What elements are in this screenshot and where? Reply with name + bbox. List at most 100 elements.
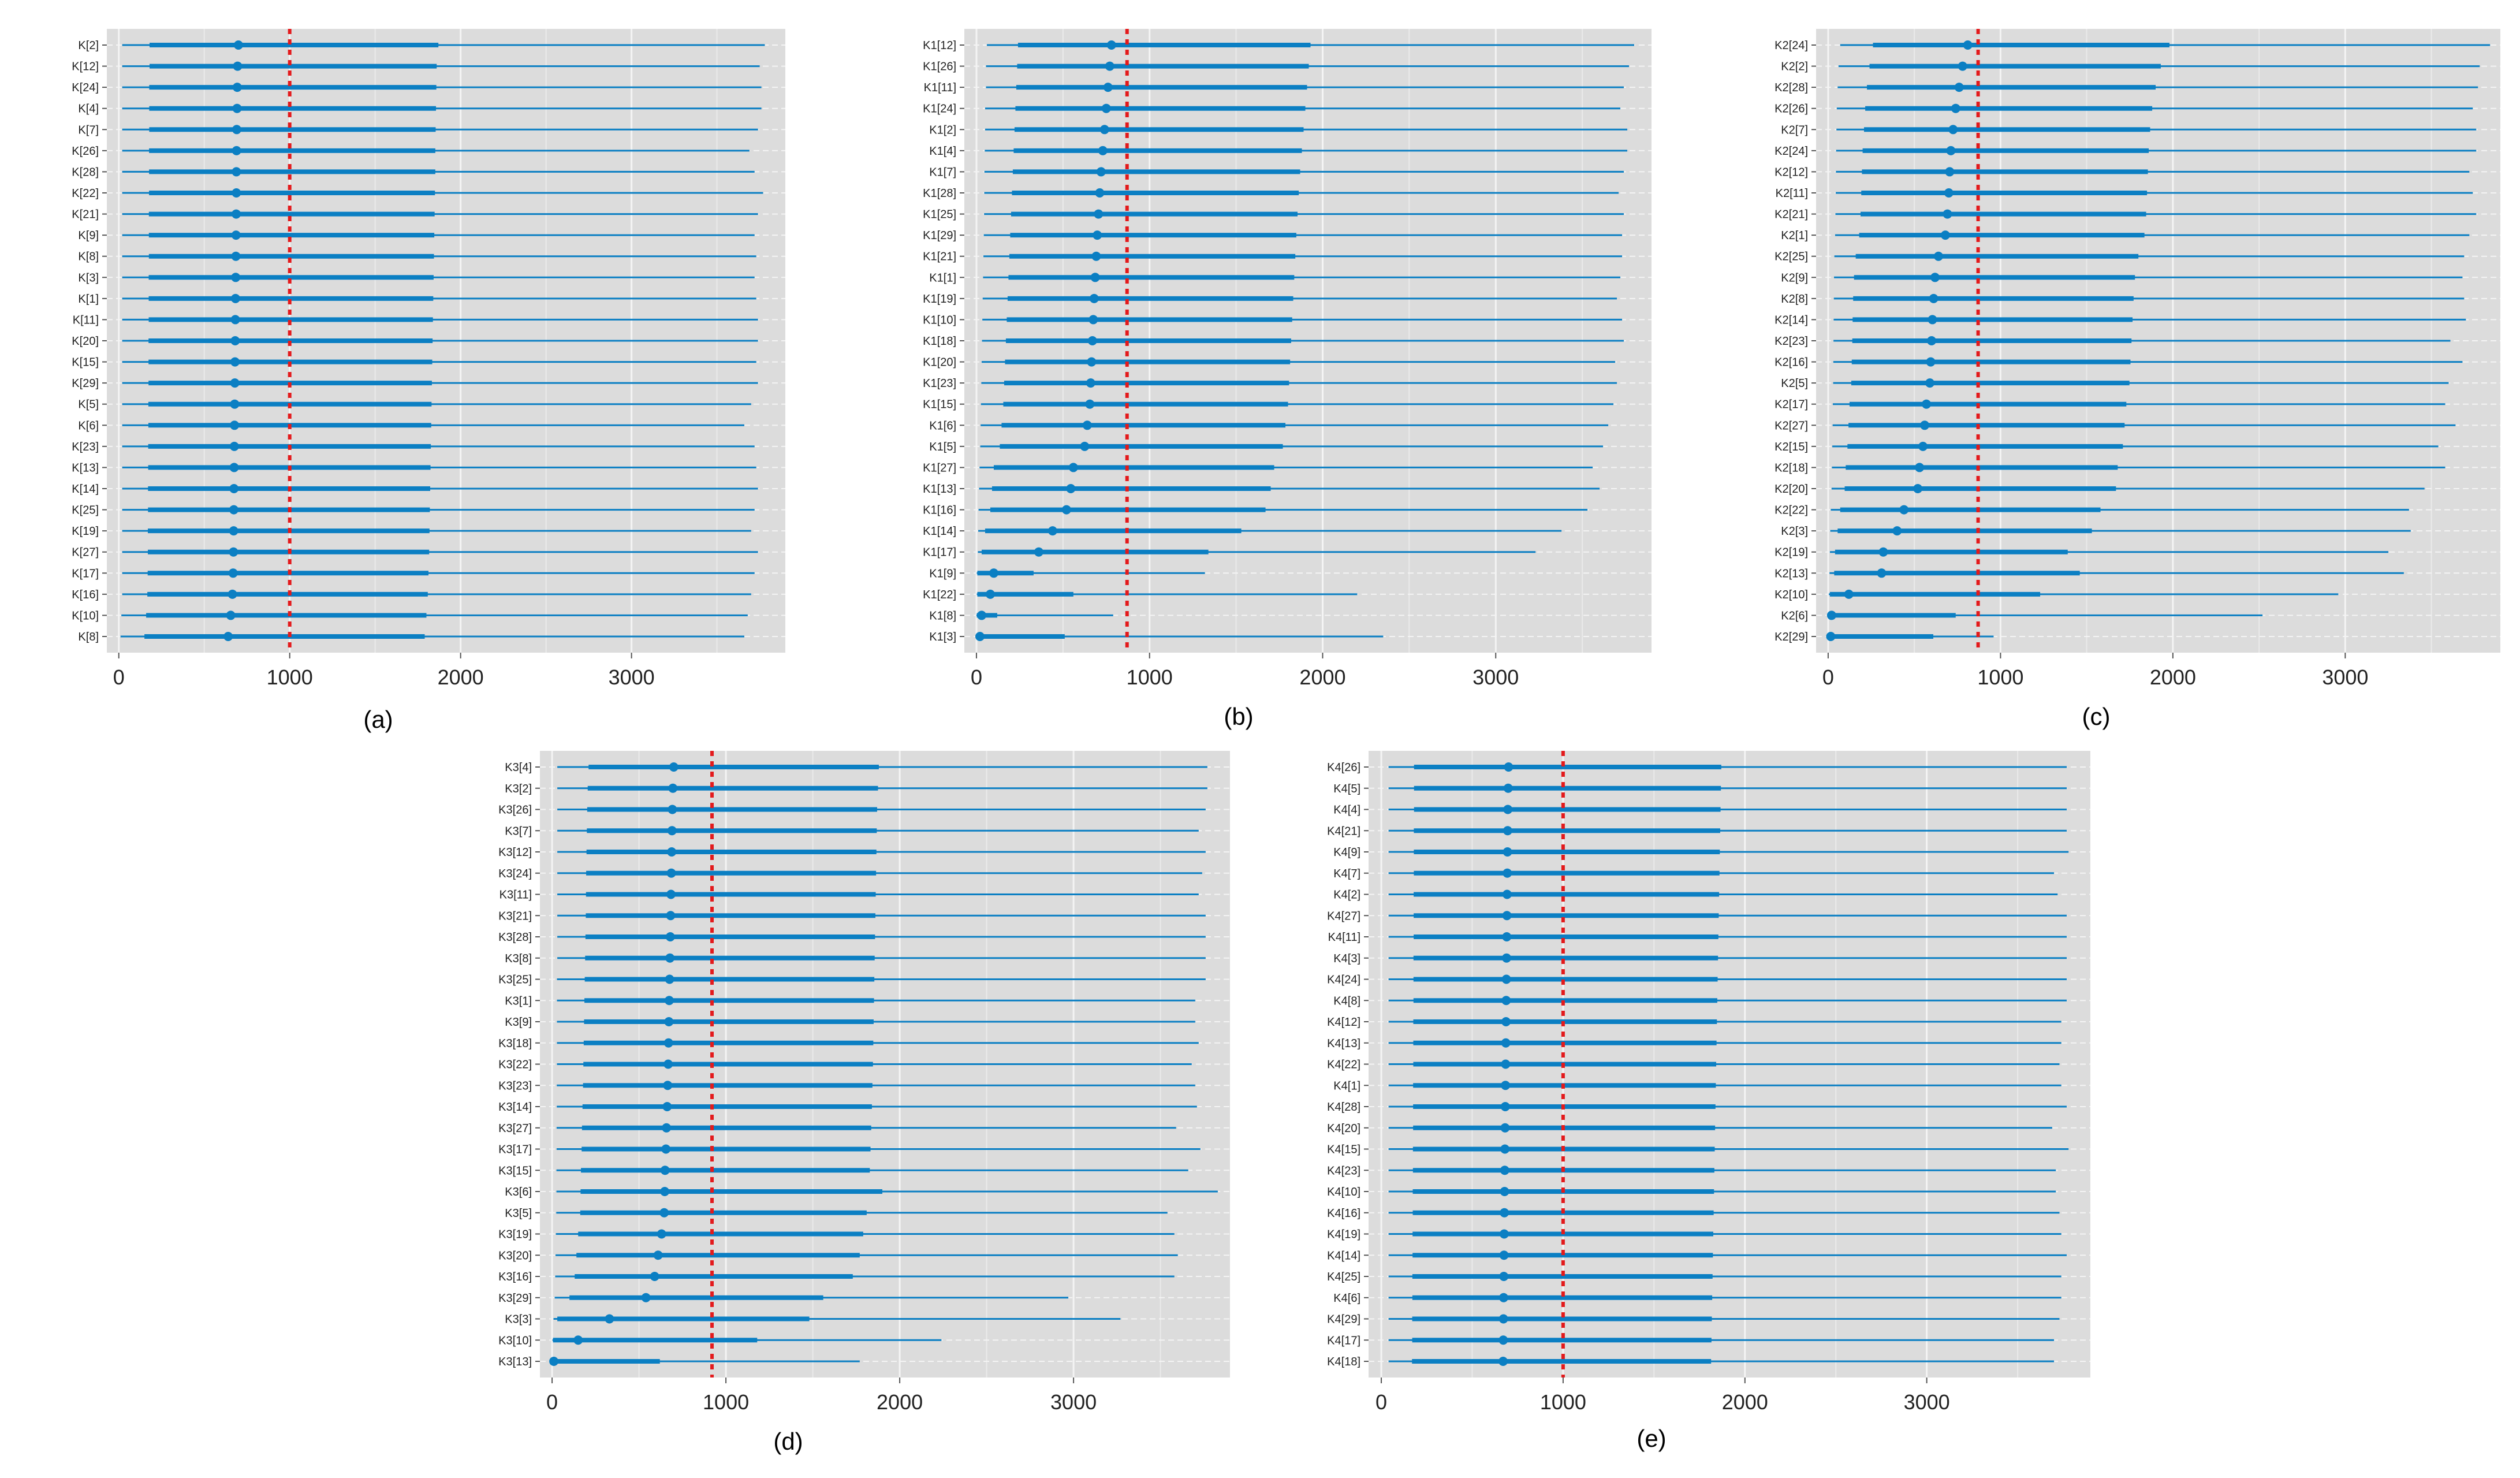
interval-row [976, 589, 1358, 599]
mean-point [1061, 505, 1071, 515]
mean-point [1501, 996, 1511, 1006]
y-tick-label: K1[2] [929, 124, 956, 136]
panel-label: (a) [363, 706, 393, 733]
y-tick-label: K2[20] [1775, 483, 1808, 496]
interval-row [981, 357, 1616, 367]
mean-point [1926, 357, 1936, 367]
mean-point [233, 61, 243, 71]
interval-row [557, 868, 1202, 878]
interval-row [557, 1038, 1199, 1048]
interval-row [122, 61, 760, 71]
mean-point [231, 230, 241, 240]
interval-row [983, 230, 1623, 240]
y-tick-label: K3[14] [498, 1101, 532, 1114]
mean-point [232, 167, 241, 177]
y-tick-label: K3[26] [498, 804, 532, 817]
interval-row [981, 378, 1617, 388]
y-tick-label: K2[27] [1775, 419, 1808, 432]
y-tick-label: K3[5] [505, 1207, 532, 1220]
interval-row [556, 1229, 1175, 1239]
mean-point [668, 783, 678, 793]
interval-row [557, 889, 1199, 899]
interval-row [1826, 610, 2263, 620]
x-tick-label: 0 [1822, 665, 1834, 689]
interval-row [1388, 1017, 2062, 1026]
interval-row [1388, 805, 2067, 814]
y-tick-label: K[2] [78, 39, 99, 52]
mean-point [1087, 357, 1097, 367]
mean-point [1940, 230, 1950, 240]
interval-row [122, 230, 755, 240]
interval-row [1836, 125, 2477, 135]
y-tick-label: K1[27] [923, 461, 956, 474]
y-tick-label: K2[13] [1775, 567, 1808, 580]
y-tick-label: K2[29] [1775, 631, 1808, 643]
interval-row [1832, 420, 2456, 430]
mean-point [1500, 1208, 1509, 1218]
y-tick-label: K3[4] [505, 761, 532, 774]
y-tick-label: K4[11] [1328, 931, 1360, 944]
mean-point [1093, 230, 1102, 240]
y-tick-label: K[1] [78, 293, 99, 306]
y-tick-label: K3[17] [498, 1144, 532, 1156]
interval-row [1829, 568, 2404, 578]
y-tick-label: K4[27] [1327, 910, 1360, 922]
mean-point [1925, 378, 1935, 388]
mean-point [667, 826, 677, 836]
x-tick-label: 1000 [1977, 665, 2023, 689]
y-tick-label: K4[19] [1327, 1228, 1360, 1241]
y-tick-label: K[9] [78, 229, 99, 242]
interval-row [1829, 547, 2388, 557]
mean-point [231, 273, 241, 282]
mean-point [1501, 1081, 1511, 1090]
y-tick-label: K3[24] [498, 868, 532, 880]
y-tick-label: K2[21] [1775, 209, 1808, 221]
mean-point [229, 547, 238, 557]
interval-row [1840, 40, 2491, 50]
y-tick-label: K4[12] [1327, 1016, 1360, 1029]
mean-point [1082, 420, 1092, 430]
mean-point [1502, 889, 1512, 899]
mean-point [1096, 167, 1106, 177]
y-tick-label: K3[27] [498, 1122, 532, 1135]
y-tick-label: K1[7] [929, 166, 956, 178]
mean-point [1080, 441, 1090, 451]
y-tick-label: K2[14] [1775, 314, 1808, 326]
mean-point [1948, 125, 1958, 135]
y-tick-label: K2[12] [1775, 166, 1808, 178]
y-tick-label: K2[9] [1781, 271, 1808, 284]
mean-point [1826, 610, 1836, 620]
mean-point [1504, 762, 1514, 772]
mean-point [232, 209, 241, 219]
y-tick-label: K[6] [78, 419, 99, 432]
mean-point [228, 589, 237, 599]
y-tick-label: K4[10] [1327, 1186, 1360, 1198]
interval-row [980, 441, 1604, 451]
interval-row [1388, 974, 2067, 984]
mean-point [1502, 911, 1512, 921]
y-tick-label: K4[13] [1327, 1037, 1360, 1050]
y-tick-label: K4[2] [1333, 889, 1360, 902]
mean-point [1500, 1187, 1509, 1196]
mean-point [657, 1229, 666, 1239]
y-tick-label: K3[7] [505, 825, 532, 837]
mean-point [228, 568, 238, 578]
interval-row [122, 146, 750, 155]
y-tick-label: K4[8] [1333, 995, 1360, 1007]
mean-point [1500, 1166, 1509, 1175]
interval-row [1388, 996, 2067, 1006]
interval-row [556, 1144, 1201, 1154]
interval-row [975, 632, 1384, 641]
y-tick-label: K2[1] [1781, 229, 1808, 242]
mean-point [669, 762, 679, 772]
mean-point [1501, 974, 1511, 984]
interval-row [557, 1059, 1192, 1069]
y-tick-label: K[8] [78, 251, 99, 263]
mean-point [1047, 526, 1057, 536]
y-tick-label: K1[24] [923, 103, 956, 116]
y-tick-label: K4[14] [1327, 1249, 1360, 1262]
y-tick-label: K[14] [72, 483, 99, 496]
mean-point [975, 632, 985, 641]
interval-row [1836, 167, 2470, 177]
y-tick-label: K3[2] [505, 783, 532, 795]
